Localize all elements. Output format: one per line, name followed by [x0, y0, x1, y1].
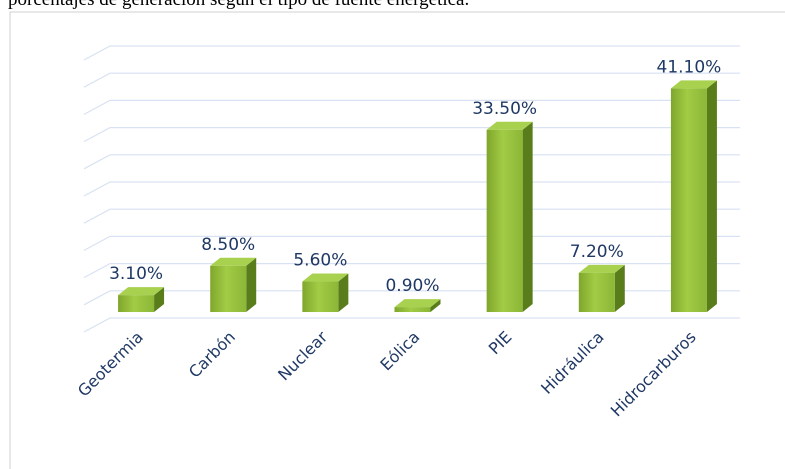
bar-side [614, 264, 625, 312]
grid-line [83, 317, 740, 333]
bar-top [486, 121, 533, 130]
bar-side [706, 80, 717, 312]
grid-line [83, 99, 740, 115]
data-label: 8.50% [201, 235, 255, 255]
grid-line [83, 127, 740, 143]
x-tick-label: Carbón [185, 327, 239, 381]
grid-line [83, 235, 740, 251]
bar [210, 265, 247, 312]
bar [486, 129, 523, 312]
bar [670, 88, 707, 312]
grid-line [83, 181, 740, 197]
data-label: 5.60% [293, 251, 347, 271]
x-tick-label: PIE [485, 327, 516, 358]
bar-top [302, 273, 349, 282]
x-tick-label: Nuclear [274, 327, 331, 384]
data-label: 3.10% [109, 264, 163, 284]
data-label: 33.50% [472, 99, 537, 119]
bar-side [430, 299, 441, 312]
data-label: 7.20% [570, 242, 624, 262]
bar-top [670, 80, 717, 89]
chart-title: porcentajes de generación según el tipo … [8, 0, 469, 10]
bar-side [522, 121, 533, 312]
x-tick-label: Hidrocarburos [607, 327, 700, 420]
grid-line [83, 45, 740, 61]
data-label: 0.90% [385, 276, 439, 296]
chart-frame [9, 11, 785, 469]
x-tick-label: Eólica [376, 327, 423, 374]
bar-side [246, 257, 257, 312]
x-tick-label: Hidráulica [537, 327, 607, 397]
bar-side [154, 287, 165, 312]
bar [302, 281, 339, 312]
bar-side [338, 273, 349, 312]
grid-line [83, 72, 740, 88]
bar-top [118, 287, 165, 296]
data-label: 41.10% [657, 57, 722, 77]
bar [578, 272, 615, 312]
grid-line [83, 208, 740, 224]
x-tick-label: Geotermia [74, 327, 147, 400]
bar [394, 307, 431, 312]
bar [118, 295, 155, 312]
bar-top [394, 299, 441, 308]
bar-top [210, 257, 257, 266]
grid-line [83, 154, 740, 170]
bar-top [578, 264, 625, 273]
